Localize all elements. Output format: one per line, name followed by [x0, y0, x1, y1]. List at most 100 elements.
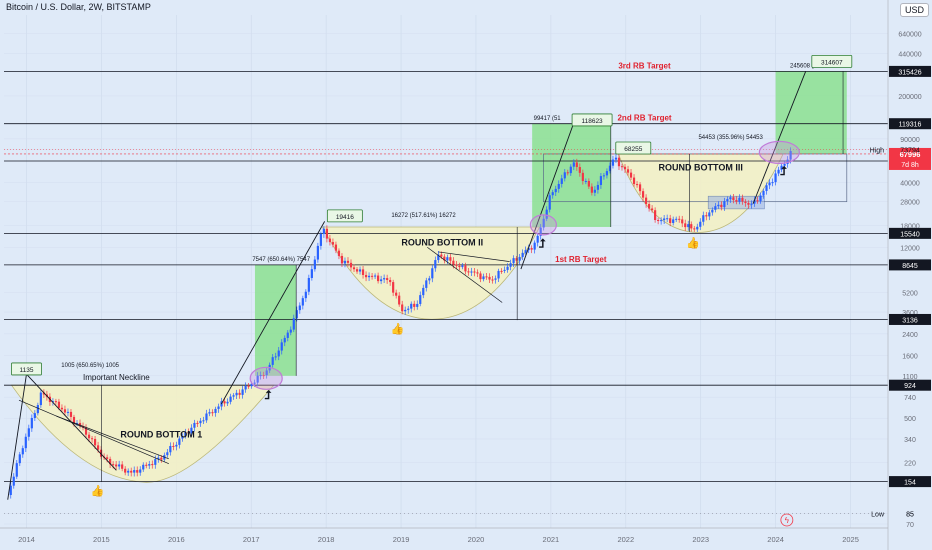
candle-body — [654, 210, 657, 221]
candle-body — [626, 169, 630, 173]
candle-body — [452, 260, 455, 265]
annotations: ROUND BOTTOM 1 ROUND BOTTOM II ROUND BOTTO… — [7, 54, 853, 527]
candle-body — [696, 226, 699, 230]
currency-badge[interactable]: USD — [900, 3, 930, 17]
candle-body — [93, 438, 97, 446]
candle-body — [765, 185, 768, 191]
candle-body — [39, 392, 42, 406]
candle-body — [244, 385, 247, 390]
candle-body — [42, 392, 45, 395]
candle-body — [265, 370, 268, 376]
candle-body — [690, 224, 693, 229]
candle-body — [346, 260, 350, 263]
price-tick-label: 28000 — [900, 200, 920, 207]
candle-body — [84, 427, 88, 435]
candle-body — [753, 200, 756, 204]
candle-body — [133, 470, 136, 473]
candle-body — [274, 356, 277, 358]
candle-body — [584, 180, 587, 182]
candle-body — [678, 218, 681, 220]
pattern-zones — [10, 71, 848, 483]
candle-body — [681, 219, 684, 224]
turn-up-arrow-icon: ⮥ — [780, 164, 787, 178]
level-price-tag — [889, 259, 931, 271]
candle-body — [148, 464, 151, 466]
candle-body — [488, 276, 491, 280]
candle-body — [160, 457, 163, 460]
level-price-tag — [889, 118, 931, 130]
measurement-label: 16272 (517.61%) 16272 — [391, 213, 456, 219]
candle-body — [286, 332, 289, 338]
candle-body — [467, 271, 470, 273]
candle-body — [250, 383, 253, 387]
candle-body — [750, 203, 753, 205]
candle-body — [325, 228, 329, 239]
candle-body — [617, 157, 621, 167]
candle-body — [578, 167, 581, 173]
trend-arrow-line — [220, 221, 326, 405]
candle-body — [491, 279, 494, 281]
candle-body — [181, 435, 184, 439]
candle-body — [602, 175, 606, 177]
candle-body — [127, 470, 130, 473]
candle-body — [684, 223, 687, 228]
candle-body — [383, 278, 386, 280]
candle-body — [663, 218, 666, 221]
candle-body — [190, 427, 193, 434]
candle-body — [184, 432, 187, 436]
candle-body — [256, 375, 259, 383]
time-tick-label: 2019 — [393, 535, 410, 544]
candle-body — [536, 235, 539, 243]
time-tick-label: 2021 — [543, 535, 560, 544]
candle-body — [657, 220, 660, 222]
candle-body — [136, 470, 139, 473]
level-price-tag — [889, 227, 931, 239]
candle-body — [443, 256, 446, 261]
candle-body — [470, 271, 473, 273]
candle-body — [632, 177, 636, 185]
measurement-label: 7547 (650.64%) 7547 — [252, 257, 310, 263]
candle-body — [12, 476, 15, 486]
price-callout-box — [811, 54, 853, 68]
time-tick-label: 2022 — [617, 535, 634, 544]
candle-body — [334, 244, 338, 251]
candle-body — [395, 292, 398, 296]
candle-body — [145, 464, 148, 466]
candle-body — [575, 162, 578, 168]
candle-body — [361, 269, 365, 275]
candle-body — [364, 274, 368, 278]
candle-body — [69, 411, 73, 417]
candle-body — [106, 457, 109, 459]
thumbs-up-icon: 👍 — [686, 236, 700, 249]
candle-body — [699, 221, 702, 227]
candles — [9, 147, 792, 499]
candle-body — [464, 265, 467, 272]
candle-body — [81, 426, 85, 428]
time-tick-label: 2023 — [692, 535, 709, 544]
candle-body — [672, 219, 675, 223]
candle-body — [735, 200, 738, 202]
low-label: Low — [871, 512, 885, 519]
price-tick-label: 200000 — [898, 94, 921, 101]
candle-body — [669, 218, 672, 223]
breakout-circle — [529, 214, 557, 236]
candle-body — [349, 262, 353, 268]
candle-body — [87, 434, 91, 439]
candle-body — [139, 469, 142, 473]
candle-body — [413, 303, 416, 307]
candle-body — [509, 263, 512, 267]
candle-body — [647, 204, 651, 209]
candle-body — [554, 188, 557, 193]
candle-body — [539, 227, 542, 236]
candle-body — [343, 260, 347, 264]
candle-body — [527, 248, 530, 251]
candle-body — [386, 278, 389, 281]
candle-body — [693, 228, 696, 230]
candle-body — [768, 182, 771, 186]
price-tick-label: 740 — [904, 395, 916, 402]
candle-body — [608, 165, 612, 172]
candle-body — [304, 291, 307, 299]
candle-body — [461, 265, 464, 268]
candle-body — [238, 392, 241, 395]
